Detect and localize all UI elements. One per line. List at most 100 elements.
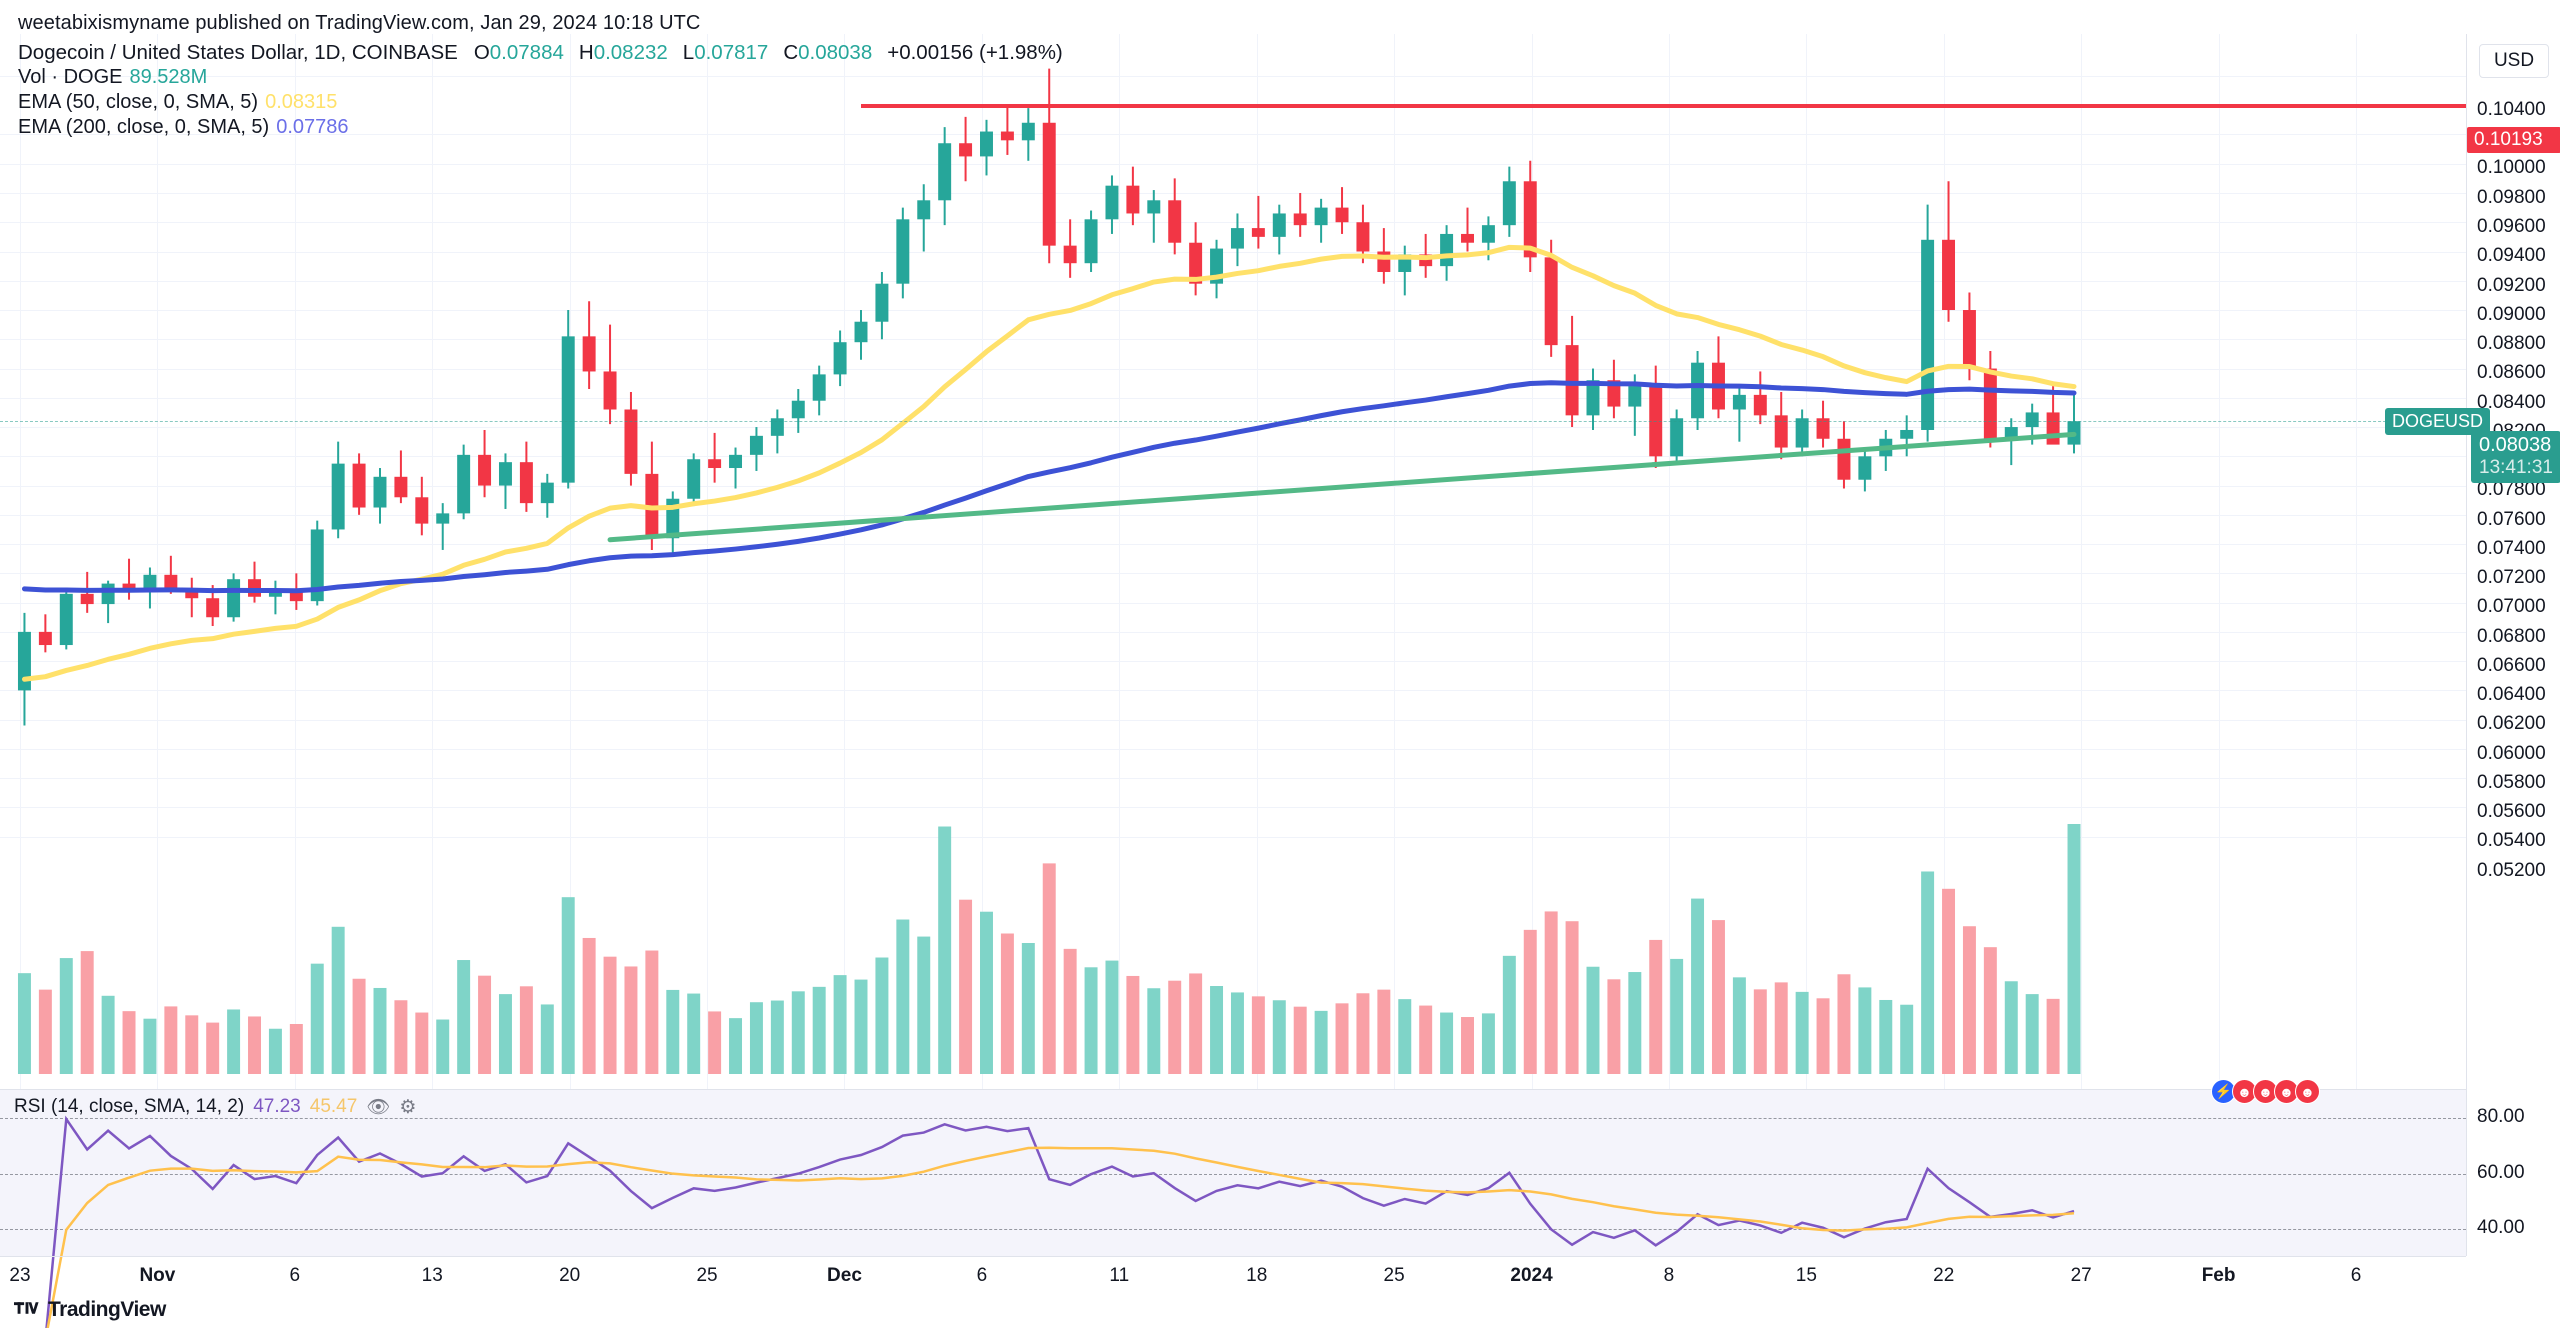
face-icon-3[interactable]: ☻ [2274, 1079, 2299, 1104]
time-tick-label: 15 [1795, 1265, 1817, 1286]
grid-line [0, 368, 2466, 370]
rsi-legend[interactable]: RSI (14, close, SMA, 14, 2) 47.23 45.47 … [14, 1095, 416, 1119]
grid-line-vertical [1806, 34, 1808, 1256]
price-tick-label: 0.09600 [2477, 215, 2546, 237]
ohlc-c-value: 0.08038 [798, 40, 873, 64]
grid-line [0, 339, 2466, 341]
grid-line [0, 748, 2466, 750]
price-tick-label: 0.05400 [2477, 830, 2546, 852]
rsi-pane[interactable]: RSI (14, close, SMA, 14, 2) 47.23 45.47 … [0, 1089, 2466, 1328]
grid-line-vertical [707, 34, 709, 1256]
tradingview-logo-icon [14, 1299, 40, 1322]
grid-line-vertical [1256, 34, 1258, 1256]
face-icon-4[interactable]: ☻ [2295, 1079, 2320, 1104]
time-tick-label: 13 [421, 1265, 443, 1286]
rsi-value: 47.23 [253, 1096, 301, 1117]
price-tick-label: 0.09400 [2477, 245, 2546, 267]
legend-ema50-value: 0.08315 [265, 91, 338, 113]
lightning-icon[interactable]: ⚡ [2211, 1079, 2236, 1104]
legend-ema200-value: 0.07786 [276, 116, 349, 138]
price-tick-label: 0.06600 [2477, 654, 2546, 676]
grid-line [0, 602, 2466, 604]
ohlc-c-label: C [783, 40, 799, 64]
grid-line-vertical [2218, 34, 2220, 1256]
time-tick-label: 11 [1109, 1265, 1130, 1286]
price-tick-label: 0.06000 [2477, 742, 2546, 764]
grid-line [0, 456, 2466, 458]
legend-symbol-row[interactable]: Dogecoin / United States Dollar, 1D, COI… [18, 40, 1063, 65]
price-tick-label: 0.09000 [2477, 303, 2546, 325]
legend-volume-row[interactable]: Vol · DOGE 89.528M [18, 65, 1063, 90]
rsi-tick-label: 80.00 [2477, 1105, 2525, 1127]
face-icon-2[interactable]: ☻ [2253, 1079, 2278, 1104]
price-tick-label: 0.07400 [2477, 537, 2546, 559]
price-tick-label: 0.07600 [2477, 508, 2546, 530]
grid-line-vertical [432, 34, 434, 1256]
time-axis[interactable]: 23 Nov 6 13 20 25 Dec 6 11 18 25 2024 8 15 22 27 Feb 6 [0, 1256, 2466, 1292]
ohlc-change: +0.00156 (+1.98%) [887, 40, 1063, 64]
time-tick-label: Feb [2201, 1265, 2236, 1286]
volume-series [17, 824, 2081, 1074]
attribution-text: weetabixismyname published on TradingVie… [18, 12, 701, 34]
rsi-tick-label: 40.00 [2477, 1217, 2525, 1239]
price-tick-label: 0.08400 [2477, 391, 2546, 413]
price-pane[interactable]: DOGEUSD ⚡ ☻ ☻ ☻ ☻ Dogecoin / United Stat… [0, 34, 2491, 1256]
grid-line [0, 310, 2466, 312]
grid-line [0, 778, 2466, 780]
rsi-legend-label: RSI (14, close, SMA, 14, 2) [14, 1096, 245, 1117]
grid-line [0, 661, 2466, 663]
grid-line [0, 134, 2466, 136]
price-tick-label: 0.09200 [2477, 274, 2546, 296]
price-tick-label: 0.06400 [2477, 684, 2546, 706]
currency-badge[interactable]: USD [2479, 44, 2549, 78]
price-tick-label: 0.05600 [2477, 801, 2546, 823]
current-price-countdown: 13:41:31 [2479, 457, 2553, 479]
symbol-tag: DOGEUSD [2385, 408, 2491, 436]
time-tick-label: 18 [1246, 1265, 1268, 1286]
grid-line-vertical [844, 34, 846, 1256]
time-tick-label: 23 [9, 1265, 31, 1286]
legend-ema50-label: EMA (50, close, 0, SMA, 5) [18, 91, 259, 113]
chart-frame[interactable]: DOGEUSD ⚡ ☻ ☻ ☻ ☻ Dogecoin / United Stat… [0, 34, 2491, 1328]
legend-ema200-row[interactable]: EMA (200, close, 0, SMA, 5) 0.07786 [18, 115, 1063, 140]
price-axis[interactable]: USD 0.10400 0.10000 0.09800 0.09600 0.09400 0… [2466, 34, 2560, 1256]
candlestick-series [17, 68, 2081, 726]
face-icon-1[interactable]: ☻ [2232, 1079, 2257, 1104]
ohlc-o-value: 0.07884 [489, 40, 564, 64]
grid-line [0, 163, 2466, 165]
grid-line [0, 75, 2466, 77]
grid-line-vertical [1943, 34, 1945, 1256]
grid-line [0, 631, 2466, 633]
price-tick-label: 0.05800 [2477, 771, 2546, 793]
grid-line [0, 251, 2466, 253]
reaction-emoji-cluster[interactable]: ⚡ ☻ ☻ ☻ ☻ [2211, 1079, 2320, 1104]
time-tick-label: Dec [827, 1265, 862, 1286]
grid-line [0, 514, 2466, 516]
ohlc-l-label: L [682, 40, 695, 64]
price-tick-label: 0.08600 [2477, 362, 2546, 384]
time-tick-label: 22 [1933, 1265, 1955, 1286]
price-tick-label: 0.07000 [2477, 596, 2546, 618]
current-price-line [0, 421, 2466, 423]
rsi-tick-label: 60.00 [2477, 1161, 2525, 1183]
grid-line [0, 719, 2466, 721]
grid-line [0, 222, 2466, 224]
time-tick-label: 6 [976, 1265, 988, 1286]
resistance-line[interactable] [861, 104, 2466, 109]
grid-line [0, 807, 2466, 809]
rsi-mid-band [0, 1173, 2466, 1175]
grid-line-vertical [2081, 34, 2083, 1256]
time-tick-label: 6 [2350, 1265, 2362, 1286]
time-tick-label: 8 [1663, 1265, 1675, 1286]
rsi-eye-icon[interactable]: 👁 [366, 1097, 391, 1118]
grid-line-vertical [1394, 34, 1396, 1256]
price-tick-label: 0.10000 [2477, 157, 2546, 179]
resistance-price-tag: 0.10193 [2467, 127, 2560, 154]
legend-volume-label: Vol · DOGE [18, 66, 123, 88]
legend-ema50-row[interactable]: EMA (50, close, 0, SMA, 5) 0.08315 [18, 90, 1063, 115]
time-tick-label: 25 [696, 1265, 718, 1286]
grid-line [0, 544, 2466, 546]
grid-line [0, 280, 2466, 282]
grid-line-vertical [1531, 34, 1533, 1256]
rsi-settings-icon[interactable]: ⚙ [399, 1096, 417, 1118]
